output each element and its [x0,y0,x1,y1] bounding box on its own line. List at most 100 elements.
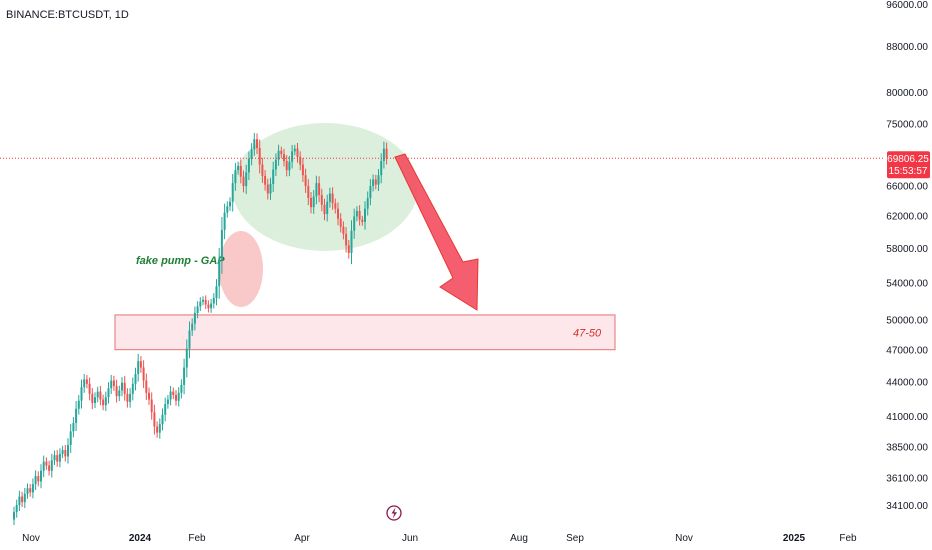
candle-body [129,393,132,402]
candle-body [58,453,61,462]
candle-body [218,259,221,287]
candle-body [247,158,250,173]
y-axis-tick-label: 34100.00 [886,501,928,512]
candle-body [307,186,310,198]
y-axis-tick-label: 58000.00 [886,244,928,255]
lightning-event-icon[interactable] [386,505,402,521]
candle-body [169,391,172,400]
gap-ellipse[interactable] [219,231,263,307]
candle-body [31,484,34,493]
candle-body [115,386,118,397]
candle-body [258,147,261,165]
candle-body [266,184,269,194]
candle-body [18,496,21,505]
candle-body [29,488,32,493]
forecast-arrow[interactable] [394,153,479,311]
candle-body [121,382,123,391]
candle-body [202,299,204,302]
candle-body [264,175,267,185]
candle-body [67,445,69,457]
candle-body [223,212,226,230]
candle-body [231,183,234,202]
y-axis-tick-label: 36100.00 [886,473,928,484]
candle-body [107,388,110,398]
candle-body [166,399,169,405]
x-axis-tick-label: Nov [22,533,40,544]
candle-body [112,380,115,387]
candle-body [250,149,253,159]
candle-body [13,512,15,520]
candle-body [96,391,99,398]
candle-body [274,159,277,170]
y-axis-tick-label: 41000.00 [886,412,928,423]
candle-body [193,313,196,324]
candle-body [94,397,96,403]
y-axis[interactable]: 96000.00 88000.00 80000.00 75000.00 66000.00… [886,0,928,512]
candle-body [234,170,237,184]
candle-body [272,169,275,184]
candle-body [91,393,94,403]
x-axis[interactable]: Nov 2024 Feb Apr Jun Aug Sep Nov 2025 Feb [22,533,857,544]
candle-body [177,392,180,401]
candle-body [220,229,223,260]
candle-body [239,165,242,177]
misc-layer [386,505,402,521]
candle-body [318,183,321,195]
candle-body [364,208,366,222]
candle-body [355,210,358,217]
candle-body [347,245,350,253]
candle-body [158,424,161,433]
candle-body [191,323,194,331]
x-axis-tick-label: 2025 [783,533,806,544]
x-axis-tick-label: 2024 [129,533,152,544]
candle-body [64,450,67,457]
candle-body [126,393,129,402]
candle-body [229,201,231,207]
candle-body [161,414,164,425]
candle-body [131,383,134,394]
candle-body [164,404,167,415]
candle-body [380,161,383,176]
candles-layer [13,132,388,526]
candle-body [301,164,304,176]
candle-body [242,176,245,187]
candle-body [56,455,59,462]
candle-body [353,216,356,231]
candle-body [48,465,51,471]
candle-body [261,164,264,176]
x-axis-tick-label: Sep [566,533,584,544]
candle-body [139,361,142,368]
candle-body [310,197,312,208]
candle-body [285,161,288,171]
x-axis-tick-label: Feb [188,533,206,544]
candle-body [110,380,113,389]
candle-body [185,348,188,368]
candle-body [377,175,380,185]
candle-body [328,193,331,202]
candle-body [350,230,353,253]
candle-body [75,408,78,423]
candle-body [61,450,64,454]
candle-body [34,476,37,485]
y-axis-tick-label: 66000.00 [886,181,928,192]
candle-body [188,330,191,349]
candle-body [153,412,156,427]
candle-body [180,384,183,393]
candle-body [172,391,175,396]
candle-body [83,379,86,388]
candle-body [369,186,372,198]
support-zone-layer: 47-50 [114,314,616,351]
candle-body [269,183,272,194]
candle-body [345,233,348,246]
y-axis-tick-label: 44000.00 [886,378,928,389]
candle-body [37,476,40,482]
candle-body [385,148,388,159]
support-zone[interactable] [114,314,616,351]
candle-body [226,206,229,213]
x-axis-tick-label: Nov [675,533,693,544]
candle-body [45,461,48,466]
candle-body [148,392,150,400]
